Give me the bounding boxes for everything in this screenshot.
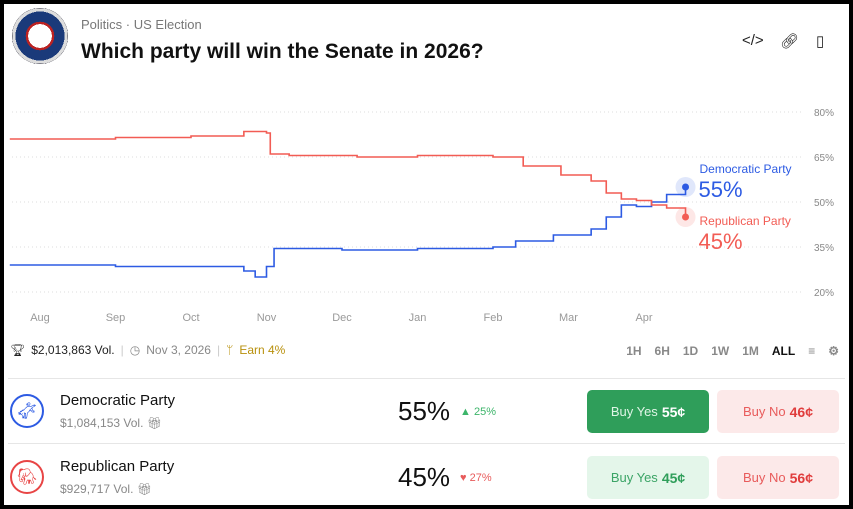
series-value-label: 55% <box>699 177 743 202</box>
end-date: Nov 3, 2026 <box>146 343 211 357</box>
total-volume: $2,013,863 Vol. <box>31 343 115 357</box>
buy-yes-button[interactable]: Buy Yes 55¢ <box>587 390 709 433</box>
elephant-icon: 🐘︎ <box>10 460 44 494</box>
series-endpoint <box>682 183 690 191</box>
outcome-change: ♥ 27% <box>460 472 492 484</box>
x-tick-label: Sep <box>106 312 126 324</box>
buy-no-button[interactable]: Buy No 56¢ <box>717 456 839 499</box>
series-value-label: 45% <box>699 229 743 254</box>
page-title: Which party will win the Senate in 2026? <box>81 40 484 63</box>
bookmark-icon[interactable]: ▯ <box>816 33 825 50</box>
outcome-row-democratic: 🫏︎ Democratic Party $1,084,153 Vol. 🎁︎ 5… <box>4 380 849 444</box>
donkey-icon: 🫏︎ <box>10 394 44 428</box>
market-card: Politics · US Election Which party will … <box>4 4 849 505</box>
outcome-row-republican: 🐘︎ Republican Party $929,717 Vol. 🎁︎ 45%… <box>4 446 849 505</box>
clock-icon: ◷ <box>129 343 141 357</box>
embed-code-icon[interactable]: </> <box>742 32 764 49</box>
x-tick-label: Dec <box>332 312 352 324</box>
series-endpoint <box>682 213 690 221</box>
settings-gear-icon[interactable]: ⚙ <box>828 344 839 358</box>
x-tick-label: Jan <box>409 312 427 324</box>
series-line-democratic <box>9 187 687 278</box>
y-tick-label: 50% <box>814 198 834 209</box>
down-heart-icon: ♥ <box>460 472 467 484</box>
x-tick-label: Oct <box>182 312 199 324</box>
series-name-label: Democratic Party <box>700 162 792 176</box>
x-tick-label: Mar <box>559 312 578 324</box>
x-tick-label: Feb <box>484 312 503 324</box>
y-tick-label: 35% <box>814 243 834 254</box>
trophy-icon: 🏆︎ <box>10 343 26 357</box>
link-icon[interactable]: 🔗︎ <box>780 33 800 50</box>
range-all[interactable]: ALL <box>771 344 796 358</box>
y-tick-label: 65% <box>814 153 834 164</box>
gift-icon: 🎁︎ <box>136 482 152 496</box>
series-line-republican <box>9 130 687 217</box>
x-tick-label: Aug <box>30 312 50 324</box>
breadcrumb-us-election[interactable]: US Election <box>133 17 202 32</box>
series-name-label: Republican Party <box>700 214 791 228</box>
time-range-selector: 1H 6H 1D 1W 1M ALL ≡ ⚙ <box>626 344 839 358</box>
buy-no-button[interactable]: Buy No 46¢ <box>717 390 839 433</box>
buy-yes-button[interactable]: Buy Yes 45¢ <box>587 456 709 499</box>
earn-rate[interactable]: Earn 4% <box>239 343 286 357</box>
sort-icon[interactable]: ≡ <box>808 344 816 358</box>
x-tick-label: Apr <box>635 312 652 324</box>
senate-seal-logo <box>12 8 68 64</box>
range-1h[interactable]: 1H <box>626 344 642 358</box>
price-chart: 80% 65% 50% 35% 20% Aug Sep Oct Nov Dec Jan Feb Mar A… <box>9 108 834 324</box>
range-1m[interactable]: 1M <box>742 344 759 358</box>
range-1d[interactable]: 1D <box>682 344 699 358</box>
x-tick-label: Nov <box>257 312 277 324</box>
outcome-percent: 55% <box>398 396 451 426</box>
range-1w[interactable]: 1W <box>711 344 730 358</box>
outcome-name: Republican Party <box>60 458 175 475</box>
range-6h[interactable]: 6H <box>654 344 670 358</box>
outcome-change: ▲ 25% <box>460 406 496 418</box>
up-arrow-icon: ▲ <box>460 406 471 418</box>
outcome-percent: 45% <box>398 462 451 492</box>
outcome-volume: $1,084,153 Vol. 🎁︎ <box>60 416 162 430</box>
breadcrumb: Politics · US Election <box>81 17 202 32</box>
sprout-icon: ᛘ <box>226 343 234 357</box>
outcome-volume: $929,717 Vol. 🎁︎ <box>60 482 152 496</box>
market-meta: 🏆︎ $2,013,863 Vol. | ◷ Nov 3, 2026 | ᛘ Earn 4… <box>10 343 286 357</box>
gift-icon: 🎁︎ <box>146 416 162 430</box>
outcome-name: Democratic Party <box>60 392 176 409</box>
y-tick-label: 80% <box>814 108 834 119</box>
breadcrumb-politics[interactable]: Politics <box>81 17 123 32</box>
y-tick-label: 20% <box>814 288 834 299</box>
